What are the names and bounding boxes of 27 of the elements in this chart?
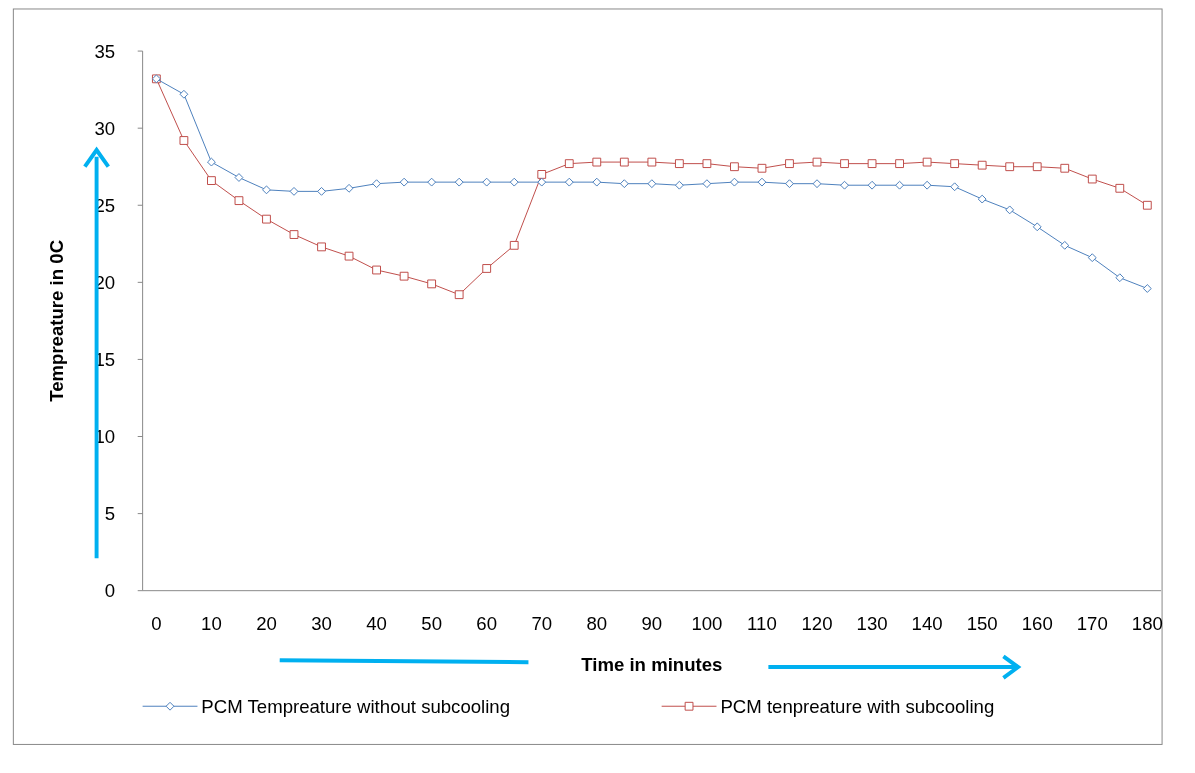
x-tick-label: 150 [966,612,998,634]
x-tick-label: 130 [856,612,888,634]
x-tick-label: 0 [151,612,162,634]
x-axis-title: Time in minutes [581,653,723,675]
x-tick-label: 30 [311,612,332,634]
y-tick-label: 5 [104,503,116,525]
y-tick-label: 30 [94,117,116,139]
x-tick-label: 10 [201,612,222,634]
x-tick-label: 80 [586,612,608,634]
x-tick-label: 90 [641,612,663,634]
x-tick-label: 40 [366,612,387,634]
x-tick-label: 160 [1021,612,1053,634]
x-tick-label: 170 [1076,612,1108,634]
x-tick-label: 110 [747,612,777,634]
y-axis-title: Tempreature in 0C [46,239,68,402]
x-tick-label: 50 [421,612,442,634]
legend-label: PCM Tempreature without subcooling [201,695,511,717]
x-tick-label: 20 [256,612,277,634]
x-tick-label: 60 [476,612,498,634]
x-tick-label: 70 [531,612,553,634]
x-tick-label: 180 [1131,612,1163,634]
x-tick-label: 100 [691,612,723,634]
legend-label: PCM tenpreature with subcooling [720,695,995,717]
y-tick-label: 0 [104,580,116,602]
x-tick-label: 120 [801,612,833,634]
y-tick-label: 35 [94,40,116,62]
x-tick-label: 140 [911,612,943,634]
